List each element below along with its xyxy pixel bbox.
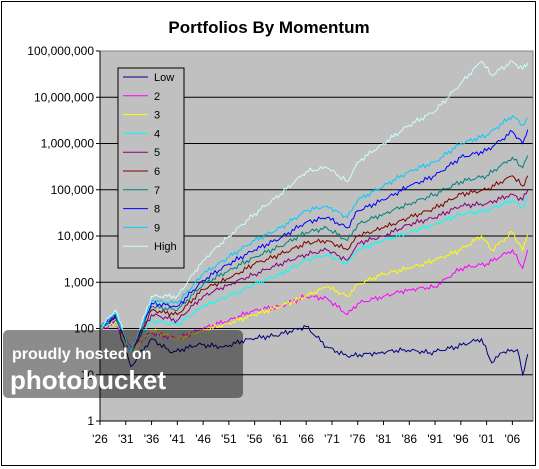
- y-axis: 1 10 100 1,000 10,000 100,000 1,000,000 10,000,…: [27, 44, 101, 428]
- legend: Low 2 3 4 5 6 7 8 9 High: [117, 67, 185, 269]
- x-tick-label: '91: [427, 432, 443, 446]
- legend-item-label: 2: [154, 91, 160, 103]
- x-tick-label: '01: [479, 432, 495, 446]
- legend-item-label: 7: [154, 185, 160, 197]
- y-tick-label: 10,000,000: [34, 90, 94, 104]
- watermark-overlay: proudly hosted on photobucket: [3, 330, 243, 398]
- series-line-low: [99, 319, 529, 377]
- x-tick-label: '26: [92, 432, 108, 446]
- legend-item-label: Low: [154, 72, 174, 84]
- x-tick-label: '86: [401, 432, 417, 446]
- y-tick-label: 1,000,000: [41, 137, 95, 151]
- series-line-3: [99, 230, 529, 354]
- series-line-5: [99, 189, 529, 355]
- x-tick-label: '71: [324, 432, 340, 446]
- legend-item-label: 6: [154, 166, 160, 178]
- x-tick-label: '81: [376, 432, 392, 446]
- x-tick-label: '46: [195, 432, 211, 446]
- legend-item-label: 9: [154, 222, 160, 234]
- x-tick-label: '31: [118, 432, 134, 446]
- x-tick-label: '66: [298, 432, 314, 446]
- x-tick-label: '36: [144, 432, 160, 446]
- legend-item-label: 5: [154, 147, 160, 159]
- legend-item-label: 3: [154, 110, 160, 122]
- y-tick-label: 1: [87, 414, 94, 428]
- watermark-backdrop: [3, 330, 243, 398]
- watermark-line2: photobucket: [10, 365, 166, 395]
- y-tick-label: 1,000: [64, 275, 94, 289]
- legend-item-label: 8: [154, 204, 160, 216]
- series-line-8: [99, 129, 529, 355]
- y-tick-label: 10,000: [57, 229, 94, 243]
- y-tick-label: 100: [74, 322, 94, 336]
- x-tick-label: '76: [350, 432, 366, 446]
- series-layer: [99, 60, 529, 377]
- chart-title: Portfolios By Momentum: [168, 18, 369, 37]
- x-tick-label: '51: [221, 432, 237, 446]
- x-tick-label: '96: [453, 432, 469, 446]
- series-line-4: [99, 196, 529, 351]
- series-line-6: [99, 175, 529, 354]
- legend-item-label: 4: [154, 128, 160, 140]
- series-line-2: [99, 248, 529, 348]
- y-tick-label: 10: [81, 368, 95, 382]
- series-line-high: [99, 60, 529, 355]
- y-tick-label: 100,000,000: [27, 44, 94, 58]
- x-tick-label: '06: [505, 432, 521, 446]
- y-tick-label: 100,000: [51, 183, 95, 197]
- legend-item-label: High: [154, 241, 177, 253]
- x-tick-label: '61: [273, 432, 289, 446]
- watermark-line1: proudly hosted on: [12, 346, 152, 363]
- x-axis: '26 '31 '36 '41 '46 '51 '56 '61 '66 '71 '76 '81 '86 '…: [92, 420, 533, 446]
- legend-box: [117, 67, 185, 269]
- series-line-7: [99, 155, 529, 354]
- series-line-9: [99, 114, 528, 354]
- x-tick-label: '41: [170, 432, 186, 446]
- x-tick-label: '56: [247, 432, 263, 446]
